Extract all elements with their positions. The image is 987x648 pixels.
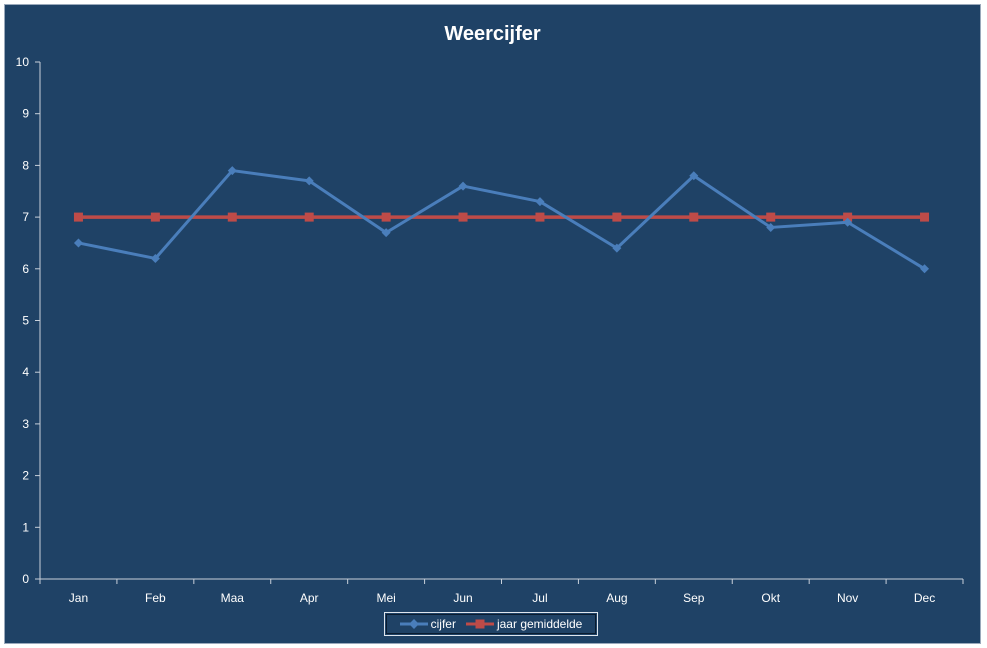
y-tick-label: 2 bbox=[22, 469, 29, 483]
series-line-cijfer bbox=[78, 169, 926, 271]
plot-area: 0 1 2 3 4 5 6 7 8 9 10 Jan Feb Maa Apr Mei Jun Jul Aug Sep O… bbox=[16, 55, 964, 605]
data-point-jaar-gemiddelde bbox=[73, 212, 83, 222]
x-tick-label: Sep bbox=[683, 591, 705, 605]
x-tick-label: Apr bbox=[300, 591, 319, 605]
data-point-cijfer bbox=[458, 181, 468, 191]
legend-swatch-cijfer bbox=[399, 619, 428, 629]
data-point-jaar-gemiddelde bbox=[535, 212, 545, 222]
data-point-cijfer bbox=[612, 243, 622, 253]
x-tick-label: Aug bbox=[606, 591, 627, 605]
x-tick-label: Nov bbox=[837, 591, 858, 605]
y-tick-label: 5 bbox=[22, 314, 29, 328]
chart-area: Weercijfer 0 1 2 3 4 5 6 7 8 9 10 Jan Feb Maa Apr Mei Ju… bbox=[4, 4, 981, 644]
data-point-jaar-gemiddelde bbox=[612, 212, 622, 222]
legend-label-cijfer: cijfer bbox=[430, 617, 456, 631]
legend-swatch-jaar-gemiddelde bbox=[465, 619, 494, 629]
y-tick-label: 4 bbox=[22, 365, 29, 379]
data-point-jaar-gemiddelde bbox=[304, 212, 314, 222]
x-tick-label: Dec bbox=[914, 591, 935, 605]
data-point-cijfer bbox=[689, 171, 699, 181]
legend: cijfer jaar gemiddelde bbox=[384, 612, 598, 636]
x-tick-label: Okt bbox=[761, 591, 780, 605]
data-point-cijfer bbox=[843, 217, 853, 227]
y-tick-label: 3 bbox=[22, 417, 29, 431]
data-point-cijfer bbox=[381, 228, 391, 238]
data-point-jaar-gemiddelde bbox=[766, 212, 776, 222]
y-tick-label: 10 bbox=[16, 55, 30, 69]
data-point-cijfer bbox=[304, 176, 314, 186]
y-tick-label: 9 bbox=[22, 107, 29, 121]
legend-label-jaar-gemiddelde: jaar gemiddelde bbox=[496, 617, 583, 631]
data-point-jaar-gemiddelde bbox=[458, 212, 468, 222]
data-point-jaar-gemiddelde bbox=[150, 212, 160, 222]
data-point-cijfer bbox=[766, 222, 776, 232]
data-point-cijfer bbox=[920, 264, 930, 274]
x-tick-label: Feb bbox=[145, 591, 166, 605]
x-tick-label: Jul bbox=[532, 591, 547, 605]
x-tick-label: Maa bbox=[221, 591, 245, 605]
data-point-cijfer bbox=[227, 166, 237, 176]
legend-entry-jaar-gemiddelde: jaar gemiddelde bbox=[465, 617, 583, 631]
data-point-cijfer bbox=[535, 197, 545, 207]
data-point-jaar-gemiddelde bbox=[920, 212, 930, 222]
data-point-cijfer bbox=[73, 238, 83, 248]
y-tick-label: 7 bbox=[22, 210, 29, 224]
y-tick-label: 8 bbox=[22, 158, 29, 172]
chart-title: Weercijfer bbox=[444, 23, 541, 45]
data-point-jaar-gemiddelde bbox=[227, 212, 237, 222]
legend-entry-cijfer: cijfer bbox=[399, 617, 456, 631]
data-point-jaar-gemiddelde bbox=[843, 212, 853, 222]
data-point-jaar-gemiddelde bbox=[689, 212, 699, 222]
x-tick-label: Jan bbox=[69, 591, 88, 605]
y-tick-label: 6 bbox=[22, 262, 29, 276]
x-tick-label: Mei bbox=[376, 591, 395, 605]
x-tick-label: Jun bbox=[453, 591, 472, 605]
data-point-jaar-gemiddelde bbox=[381, 212, 391, 222]
y-tick-label: 1 bbox=[22, 520, 29, 534]
y-tick-label: 0 bbox=[22, 572, 29, 586]
